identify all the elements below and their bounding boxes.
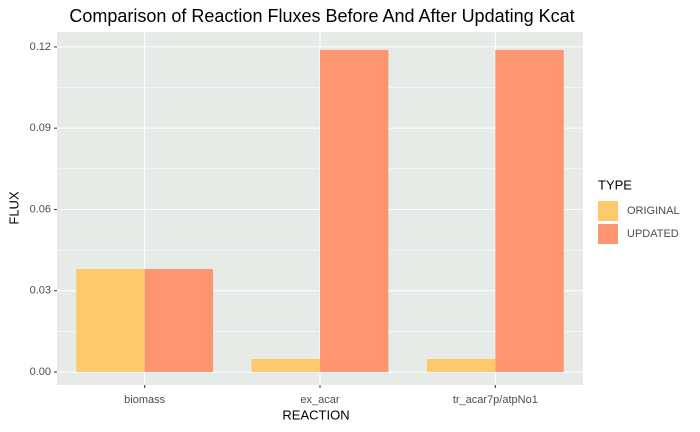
y-tick-label: 0.12: [30, 41, 51, 53]
bar: [495, 49, 564, 372]
x-axis-title: REACTION: [282, 407, 349, 422]
y-tick-label: 0.09: [30, 122, 51, 134]
x-tick-label: biomass: [124, 394, 165, 406]
y-tick-label: 0.00: [30, 366, 51, 378]
bar: [76, 269, 145, 372]
bar: [426, 358, 496, 372]
legend-label: ORIGINAL: [627, 205, 680, 217]
chart-title: Comparison of Reaction Fluxes Before And…: [69, 6, 574, 26]
y-axis-title: FLUX: [6, 191, 21, 225]
legend-swatch: [598, 201, 618, 221]
y-tick-label: 0.03: [30, 285, 51, 297]
legend-label: UPDATED: [627, 228, 679, 240]
bar: [251, 358, 320, 372]
bar: [320, 49, 389, 372]
bar: [144, 269, 214, 372]
y-tick-label: 0.06: [30, 203, 51, 215]
x-tick-label: tr_acar7p/atpNo1: [453, 394, 538, 406]
legend-swatch: [598, 224, 618, 244]
x-tick-label: ex_acar: [300, 394, 339, 406]
legend-title: TYPE: [598, 177, 632, 192]
